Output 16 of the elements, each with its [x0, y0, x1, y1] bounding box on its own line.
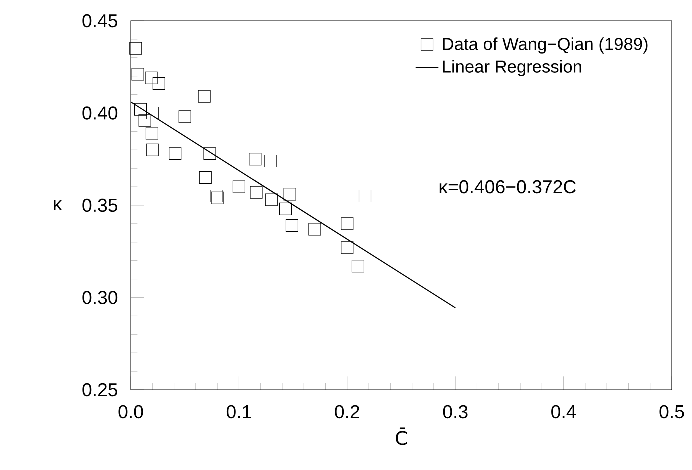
y-tick-label: 0.25 [82, 383, 118, 397]
y-axis-title: κ [54, 200, 62, 210]
legend-label: Data of Wang−Qian (1989) [443, 38, 648, 54]
x-axis-title: C̄ [396, 428, 408, 446]
x-tick-label: 0.5 [660, 405, 684, 419]
x-tick-label: 0.3 [443, 405, 468, 419]
y-tick-label: 0.30 [82, 291, 118, 304]
x-tick-label: 0.2 [335, 405, 360, 419]
legend-label: Linear Regression [443, 60, 582, 76]
x-tick-label: 0.4 [552, 405, 576, 419]
y-tick-label: 0.40 [82, 106, 118, 120]
x-tick-label: 0.0 [118, 405, 144, 419]
annotation: κ=0.406−0.372C [440, 180, 576, 194]
y-tick-label: 0.35 [82, 198, 118, 212]
x-tick-label: 0.1 [226, 405, 252, 419]
y-tick-label: 0.45 [82, 14, 118, 28]
